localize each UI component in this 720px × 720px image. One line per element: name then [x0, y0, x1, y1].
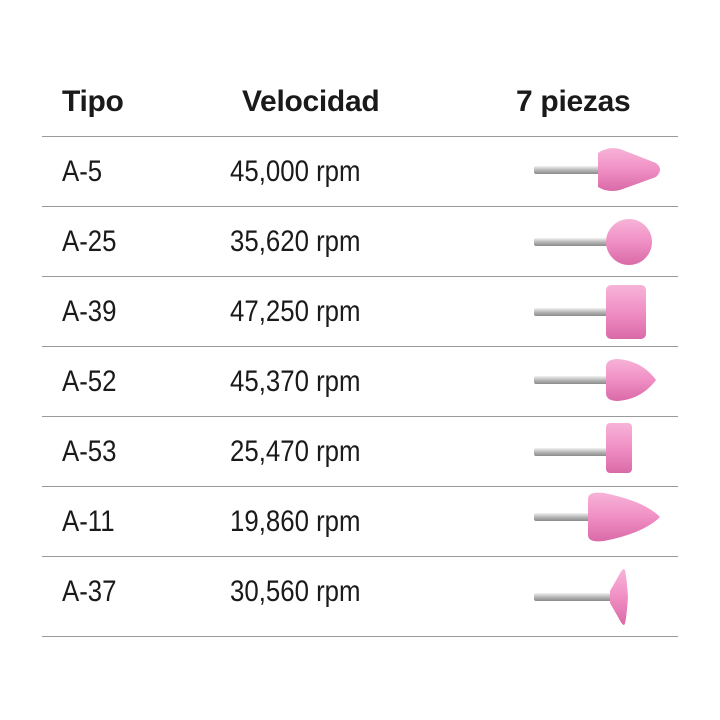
row-tipo: A-5 — [62, 155, 103, 188]
row-velocidad: 35,620 rpm — [230, 225, 361, 258]
ball-grinding-stone-icon — [534, 219, 652, 265]
header-piezas: 7 piezas — [516, 85, 631, 118]
row-tipo: A-39 — [62, 295, 117, 328]
row-velocidad: 19,860 rpm — [230, 505, 361, 538]
row-tipo: A-37 — [62, 575, 117, 608]
conical-grinding-stone-icon — [534, 148, 660, 191]
cylinder-grinding-stone-icon — [534, 285, 646, 339]
row-velocidad: 47,250 rpm — [230, 295, 361, 328]
table-row: A-53 25,470 rpm — [42, 416, 678, 487]
row-velocidad: 45,000 rpm — [230, 155, 361, 188]
table-row: A-5 45,000 rpm — [42, 136, 678, 207]
row-tipo: A-53 — [62, 435, 117, 468]
table-row: A-25 35,620 rpm — [42, 206, 678, 277]
table-row: A-52 45,370 rpm — [42, 346, 678, 417]
header-velocidad: Velocidad — [242, 85, 380, 118]
table-bottom-rule — [42, 636, 678, 637]
row-tipo: A-11 — [62, 505, 115, 538]
inverted-cone-grinding-stone-icon — [534, 569, 628, 625]
row-velocidad: 45,370 rpm — [230, 365, 361, 398]
large-cone-grinding-stone-icon — [534, 492, 660, 542]
table-header: Tipo Velocidad 7 piezas — [42, 80, 678, 136]
small-cylinder-grinding-stone-icon — [534, 423, 632, 473]
row-tipo: A-25 — [62, 225, 117, 258]
row-velocidad: 25,470 rpm — [230, 435, 361, 468]
table-row: A-39 47,250 rpm — [42, 276, 678, 347]
row-velocidad: 30,560 rpm — [230, 575, 361, 608]
table-row: A-37 30,560 rpm — [42, 556, 678, 627]
header-tipo: Tipo — [62, 85, 124, 118]
row-tipo: A-52 — [62, 365, 117, 398]
table-row: A-11 19,860 rpm — [42, 486, 678, 557]
bullet-grinding-stone-icon — [534, 359, 656, 401]
